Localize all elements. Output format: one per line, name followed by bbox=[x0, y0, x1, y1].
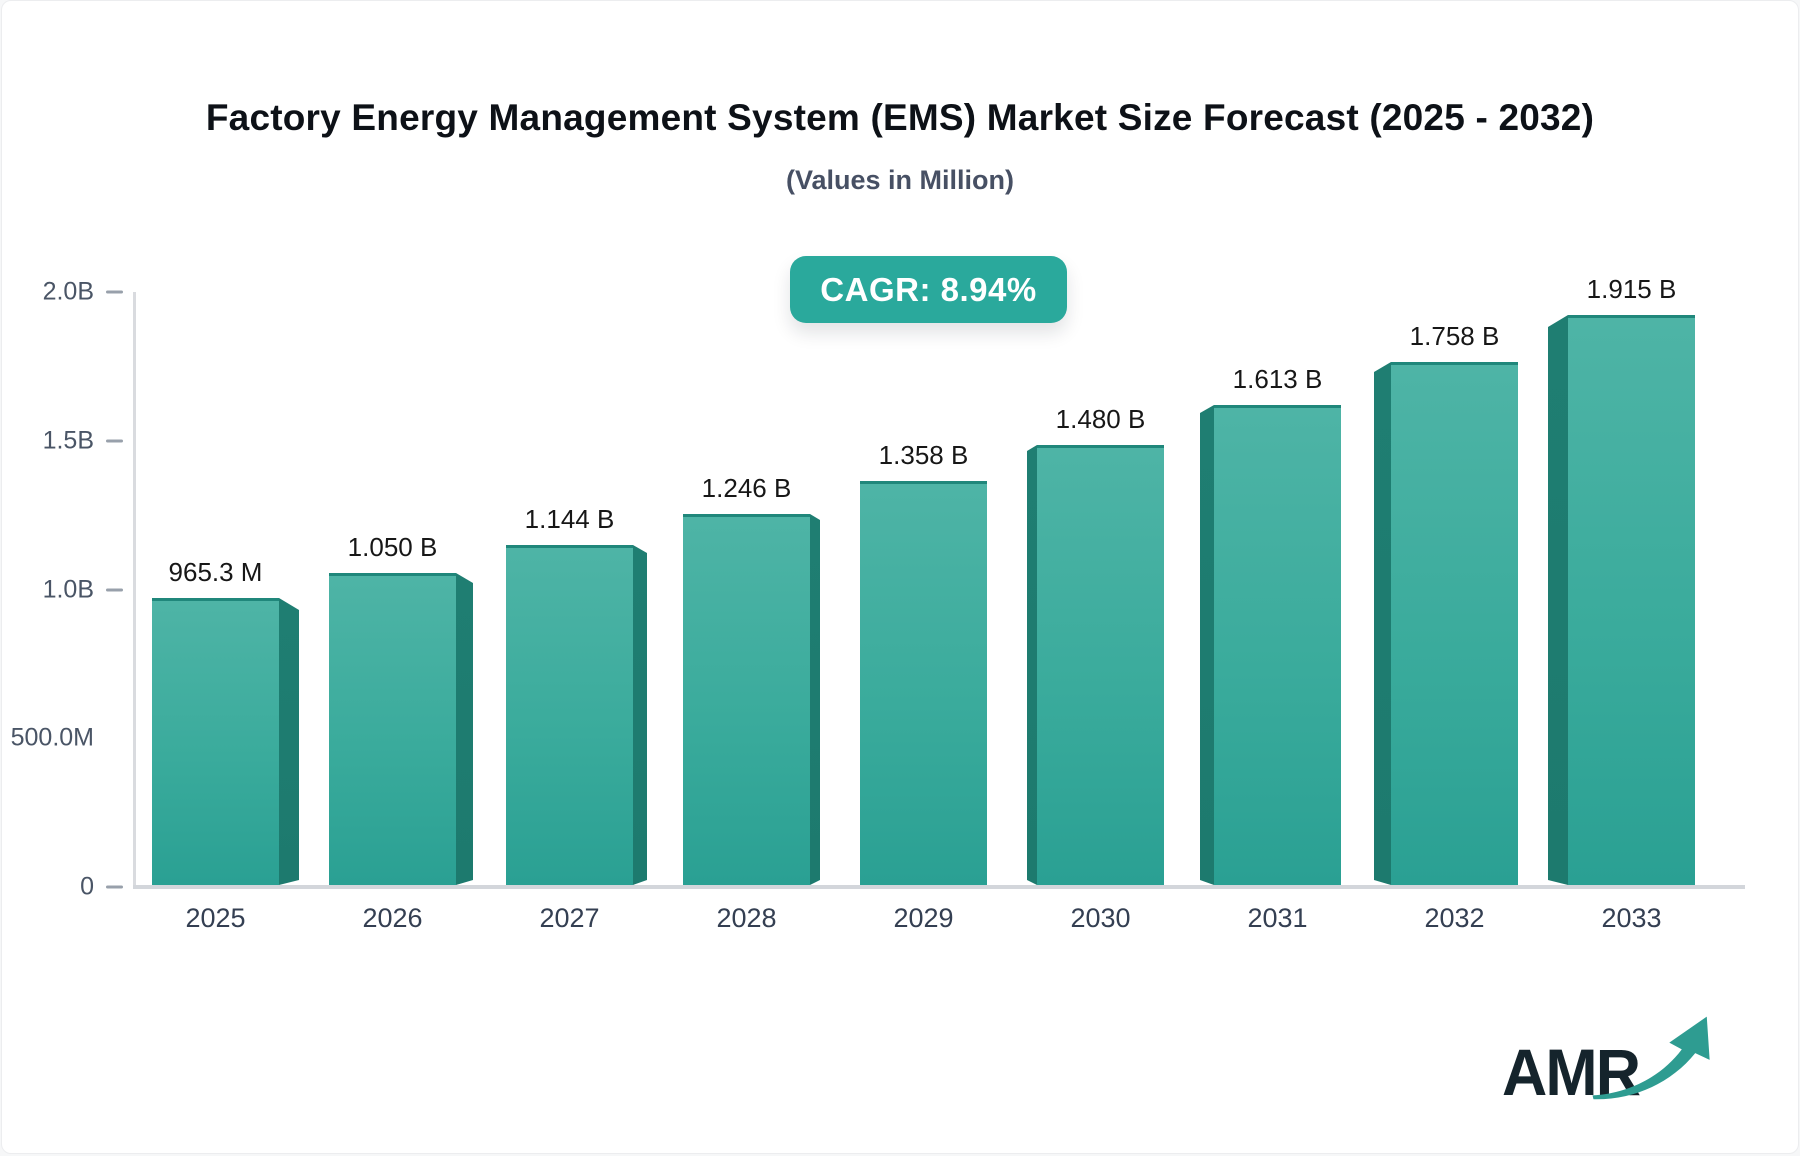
amr-logo-arrow-icon bbox=[1592, 1016, 1710, 1100]
x-axis-baseline bbox=[133, 885, 1745, 889]
y-tick-label-2.0B: 2.0B bbox=[42, 277, 94, 306]
x-tick-label-2028: 2028 bbox=[716, 903, 777, 933]
x-tick-label-2026: 2026 bbox=[362, 903, 423, 933]
bar-side-2025 bbox=[279, 598, 299, 885]
bar-2032 bbox=[1391, 362, 1518, 885]
x-tick-label-2025: 2025 bbox=[185, 903, 246, 933]
y-tick-dash bbox=[106, 885, 123, 889]
bar-2027 bbox=[506, 545, 633, 885]
bar-side-2033 bbox=[1548, 315, 1568, 885]
x-tick-label-2031: 2031 bbox=[1247, 903, 1308, 933]
bar-side-2027 bbox=[633, 545, 647, 885]
plot-area: 965.3 M 1.050 B 1.144 B 1.246 B 1.358 B 1.480… bbox=[133, 274, 1745, 889]
bar-value-label-2033: 1.915 B bbox=[1586, 274, 1677, 304]
bar-value-label-2032: 1.758 B bbox=[1409, 321, 1500, 351]
bar-2029 bbox=[860, 481, 987, 885]
chart-subtitle: (Values in Million) bbox=[785, 165, 1015, 195]
amr-logo: AMR bbox=[1502, 1016, 1710, 1107]
bar-value-label-2029: 1.358 B bbox=[878, 440, 969, 470]
x-tick-label-2030: 2030 bbox=[1070, 903, 1131, 933]
y-tick-label-1.5B: 1.5B bbox=[42, 426, 94, 455]
bar-value-label-2031: 1.613 B bbox=[1232, 364, 1323, 394]
y-tick-label-0: 0 bbox=[80, 872, 94, 901]
bar-value-label-2026: 1.050 B bbox=[347, 532, 438, 562]
x-tick-label-2032: 2032 bbox=[1424, 903, 1485, 933]
bar-side-2031 bbox=[1200, 405, 1214, 885]
bar-side-2030 bbox=[1027, 445, 1037, 885]
x-tick-label-2033: 2033 bbox=[1601, 903, 1662, 933]
bar-side-2032 bbox=[1374, 362, 1391, 885]
bar-2026 bbox=[329, 573, 456, 885]
x-tick-label-2027: 2027 bbox=[539, 903, 600, 933]
y-tick-dash bbox=[106, 290, 123, 294]
bar-value-label-2027: 1.144 B bbox=[524, 504, 615, 534]
bar-side-2026 bbox=[456, 573, 473, 885]
bar-2033 bbox=[1568, 315, 1695, 885]
bar-2030 bbox=[1037, 445, 1164, 885]
y-tick-label-1.0B: 1.0B bbox=[42, 575, 94, 603]
y-axis-line bbox=[133, 292, 136, 889]
bar-2025 bbox=[152, 598, 279, 885]
y-tick-label-500.0M: 500.0M bbox=[10, 723, 94, 752]
bar-value-label-2030: 1.480 B bbox=[1055, 404, 1146, 434]
y-tick-dash bbox=[106, 439, 123, 443]
bar-value-label-2025: 965.3 M bbox=[168, 557, 263, 587]
y-tick-dash bbox=[106, 588, 123, 591]
x-tick-label-2029: 2029 bbox=[893, 903, 954, 933]
bar-2031 bbox=[1214, 405, 1341, 885]
bar-2028 bbox=[683, 514, 810, 885]
bar-value-label-2028: 1.246 B bbox=[701, 473, 792, 503]
cagr-badge: CAGR: 8.94% bbox=[790, 256, 1067, 323]
chart-title: Factory Energy Management System (EMS) M… bbox=[205, 97, 1595, 138]
bar-side-2028 bbox=[810, 514, 820, 885]
